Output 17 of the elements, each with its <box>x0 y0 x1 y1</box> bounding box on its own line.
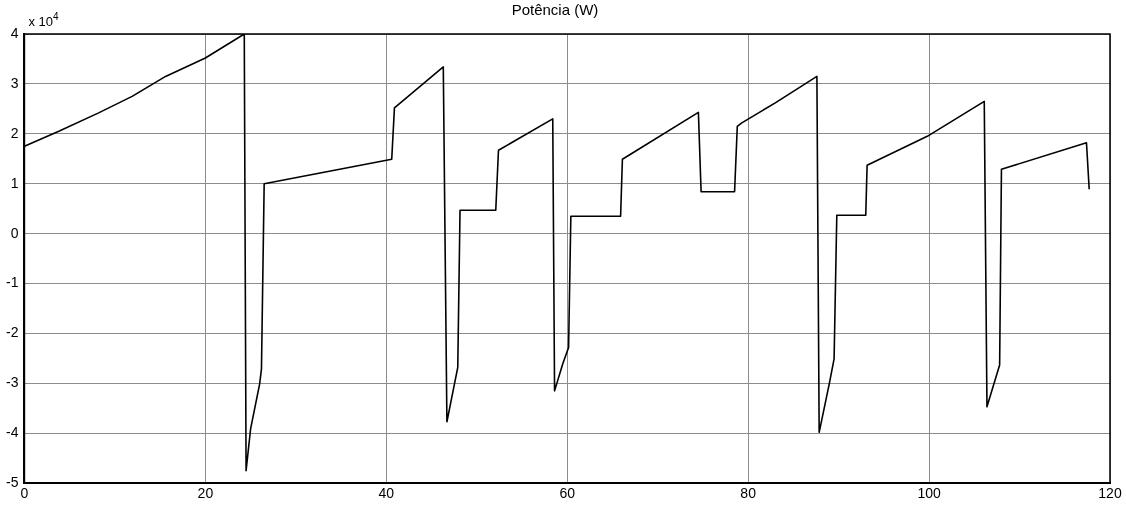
y-tick-label: -3 <box>6 374 19 391</box>
x-tick-label: 120 <box>1098 485 1122 502</box>
y-tick-label: 2 <box>10 124 19 141</box>
y-tick-label: 4 <box>10 24 19 41</box>
x-tick-label: 60 <box>559 485 576 502</box>
y-tick-label: 0 <box>10 224 19 241</box>
y-tick-label: -2 <box>6 324 19 341</box>
x-tick-label: 40 <box>378 485 395 502</box>
y-tick-label: -5 <box>6 474 19 491</box>
x-tick-label: 20 <box>197 485 214 502</box>
x-tick-label: 100 <box>917 485 941 502</box>
y-tick-label: -4 <box>6 424 19 441</box>
y-tick-label: 3 <box>10 74 19 91</box>
y-tick-label: 1 <box>10 174 19 191</box>
chart-title: Potência (W) <box>511 1 599 19</box>
x-tick-label: 80 <box>740 485 757 502</box>
y-tick-label: -1 <box>6 274 19 291</box>
